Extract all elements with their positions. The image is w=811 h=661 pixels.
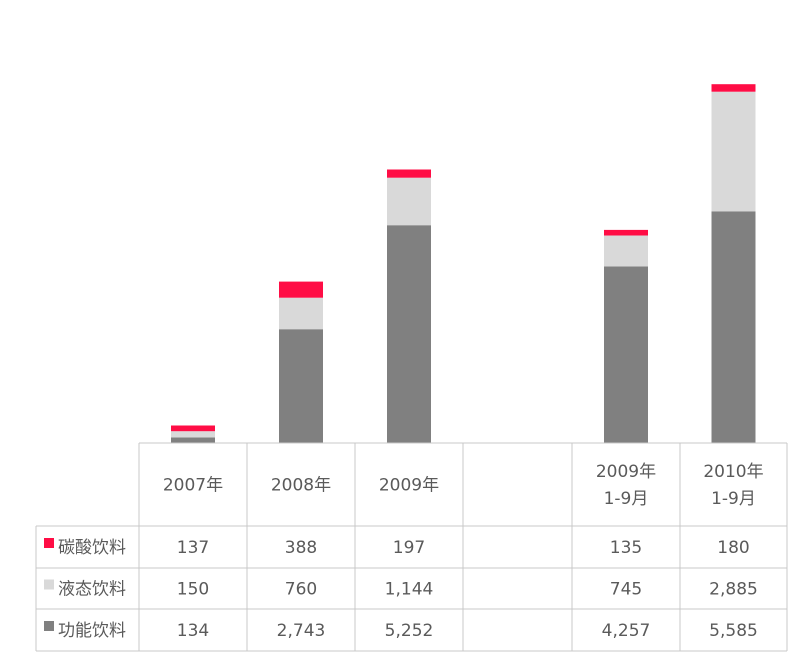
category-label: 2009年 (596, 462, 656, 482)
legend-swatch (44, 579, 54, 590)
legend-label: 功能饮料 (58, 621, 126, 641)
bar-segment-2-col-5 (604, 235, 648, 267)
data-label: 2,743 (277, 621, 326, 641)
bar-segment-2-col-2 (279, 297, 323, 330)
bar-segment-3-col-5 (604, 229, 648, 236)
data-label: 197 (393, 538, 425, 558)
bar-segment-2-col-3 (387, 177, 431, 226)
data-label: 4,257 (602, 621, 651, 641)
bar-segment-1-col-6 (711, 211, 756, 443)
bar-segment-1-col-1 (171, 437, 215, 443)
data-label: 745 (610, 580, 642, 600)
bar-segment-3-col-6 (711, 84, 756, 92)
data-label: 137 (177, 538, 209, 558)
category-label: 1-9月 (604, 489, 649, 509)
bar-segment-3-col-3 (387, 169, 431, 178)
data-label: 135 (610, 538, 642, 558)
legend-swatch (44, 538, 54, 548)
bar-segment-3-col-1 (171, 425, 215, 432)
bar-segment-2-col-6 (711, 91, 756, 212)
category-label: 1-9月 (711, 489, 756, 509)
bars-layer (171, 84, 756, 443)
data-label: 5,585 (709, 621, 758, 641)
data-label: 1,144 (385, 580, 434, 600)
bar-segment-1-col-5 (604, 266, 648, 443)
bar-segment-1-col-3 (387, 225, 431, 443)
data-label: 180 (717, 538, 749, 558)
bar-segment-1-col-2 (279, 329, 323, 443)
category-label: 2010年 (703, 462, 763, 482)
legend-label: 碳酸饮料 (58, 538, 126, 558)
category-label: 2009年 (379, 476, 439, 496)
data-label: 388 (285, 538, 317, 558)
category-label: 2007年 (163, 476, 223, 496)
category-label: 2008年 (271, 476, 331, 496)
bar-segment-2-col-1 (171, 431, 215, 438)
data-label: 134 (177, 621, 209, 641)
legend-swatch (44, 621, 54, 631)
data-label: 5,252 (385, 621, 434, 641)
data-label: 760 (285, 580, 317, 600)
data-label: 2,885 (709, 580, 758, 600)
bar-segment-3-col-2 (279, 281, 323, 298)
data-label: 150 (177, 580, 209, 600)
legend-label: 液态饮料 (58, 580, 126, 600)
